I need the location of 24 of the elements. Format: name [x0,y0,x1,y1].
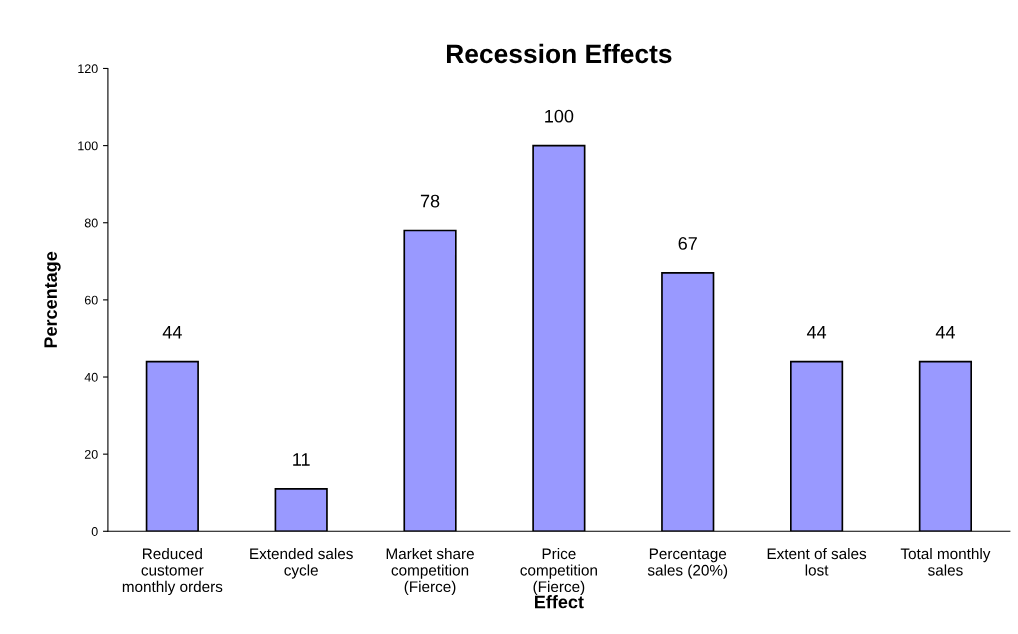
y-tick-label: 80 [84,218,98,228]
y-tick-label: 60 [84,295,98,305]
data-label: 44 [162,325,182,339]
data-label: 11 [293,453,310,466]
data-label: 44 [935,325,955,339]
y-axis-title: Percentage [44,251,61,348]
data-label: 44 [806,325,827,339]
x-tick-label: Market share competition (Fierce) [386,547,474,596]
y-tick-label: 120 [78,64,98,74]
x-tick-label: Extent of sales lost [767,547,867,576]
x-tick-label: Total monthly sales [900,547,991,576]
x-tick-label: Extended sales cycle [250,547,353,579]
data-label: 100 [545,109,574,123]
y-tick-label: 100 [78,141,98,151]
y-tick-label: 40 [84,372,98,382]
y-tick-label: 20 [84,449,98,459]
data-label: 67 [678,237,697,250]
x-tick-label: Reduced customer monthly orders [122,547,223,596]
chart-title: Recession Effects [446,43,672,64]
x-axis-title: Effect [535,595,584,609]
y-tick-label: 0 [91,527,98,536]
data-label: 78 [420,194,440,208]
x-tick-label: Percentage sales (20%) [647,548,728,579]
x-tick-label: Price competition (Fierce) [520,547,597,596]
